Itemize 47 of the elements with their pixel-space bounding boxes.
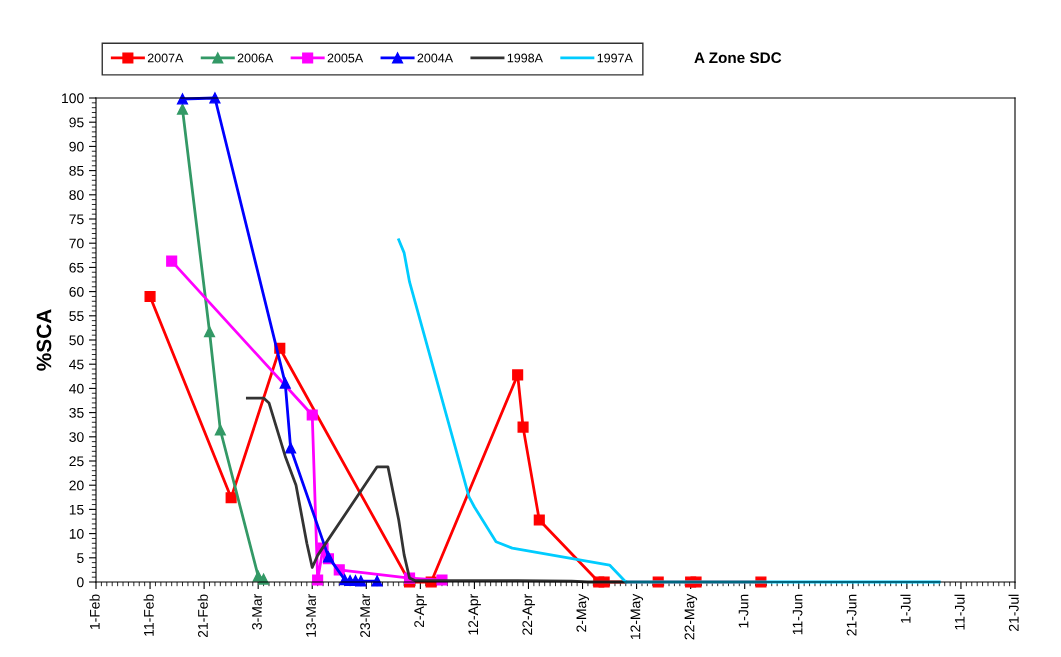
y-tick-label: 55 xyxy=(69,311,84,321)
x-tick-label: 1-Jul xyxy=(900,594,911,623)
y-tick-label: 0 xyxy=(77,577,84,588)
chart-title: A Zone SDC xyxy=(694,52,782,64)
y-tick-label: 100 xyxy=(62,93,84,104)
y-axis-title: %SCA xyxy=(36,309,52,371)
y-tick-label: 15 xyxy=(69,504,84,515)
y-tick-label: 20 xyxy=(69,480,84,491)
y-tick-label: 25 xyxy=(69,456,84,467)
x-tick-label: 3-Mar xyxy=(252,594,262,630)
x-tick-label: 22-Apr xyxy=(522,594,535,635)
y-tick-label: 5 xyxy=(77,553,84,563)
x-tick-label: 1-Feb xyxy=(89,594,100,630)
x-tick-label: 2-May xyxy=(576,593,589,632)
y-tick-label: 80 xyxy=(69,190,84,200)
x-tick-label: 11-Feb xyxy=(143,594,154,636)
x-tick-label: 1-Jun xyxy=(738,594,749,628)
legend-label: 2007A xyxy=(147,53,184,63)
legend-label: 1997A xyxy=(597,53,633,63)
legend-label: 1998A xyxy=(507,53,543,63)
y-tick-label: 50 xyxy=(69,335,84,346)
legend-label: 2005A xyxy=(327,53,364,63)
y-tick-label: 85 xyxy=(69,165,84,176)
y-tick-label: 60 xyxy=(69,286,84,297)
y-tick-label: 40 xyxy=(69,383,84,394)
x-tick-label: 2-Apr xyxy=(414,594,427,628)
x-tick-label: 13-Mar xyxy=(306,594,316,637)
y-tick-label: 95 xyxy=(69,117,84,128)
y-tick-label: 70 xyxy=(69,238,84,249)
y-tick-label: 10 xyxy=(69,528,84,539)
y-tick-label: 65 xyxy=(69,262,84,273)
x-tick-label: 12-May xyxy=(630,593,644,640)
y-tick-label: 45 xyxy=(69,359,84,370)
x-tick-label: 11-Jul xyxy=(954,594,965,630)
x-tick-label: 21-Feb xyxy=(197,594,208,638)
x-tick-label: 12-Apr xyxy=(468,594,481,635)
y-tick-label: 30 xyxy=(69,432,84,442)
legend-label: 2006A xyxy=(237,53,274,63)
y-tick-label: 75 xyxy=(69,214,84,225)
y-tick-label: 90 xyxy=(69,141,84,152)
x-tick-label: 21-Jul xyxy=(1008,594,1019,631)
x-tick-label: 11-Jun xyxy=(792,594,803,635)
legend-label: 2004A xyxy=(417,53,454,63)
x-tick-label: 21-Jun xyxy=(846,594,857,636)
y-tick-label: 35 xyxy=(69,407,84,418)
x-tick-label: 23-Mar xyxy=(360,594,371,638)
x-tick-label: 22-May xyxy=(684,593,698,640)
